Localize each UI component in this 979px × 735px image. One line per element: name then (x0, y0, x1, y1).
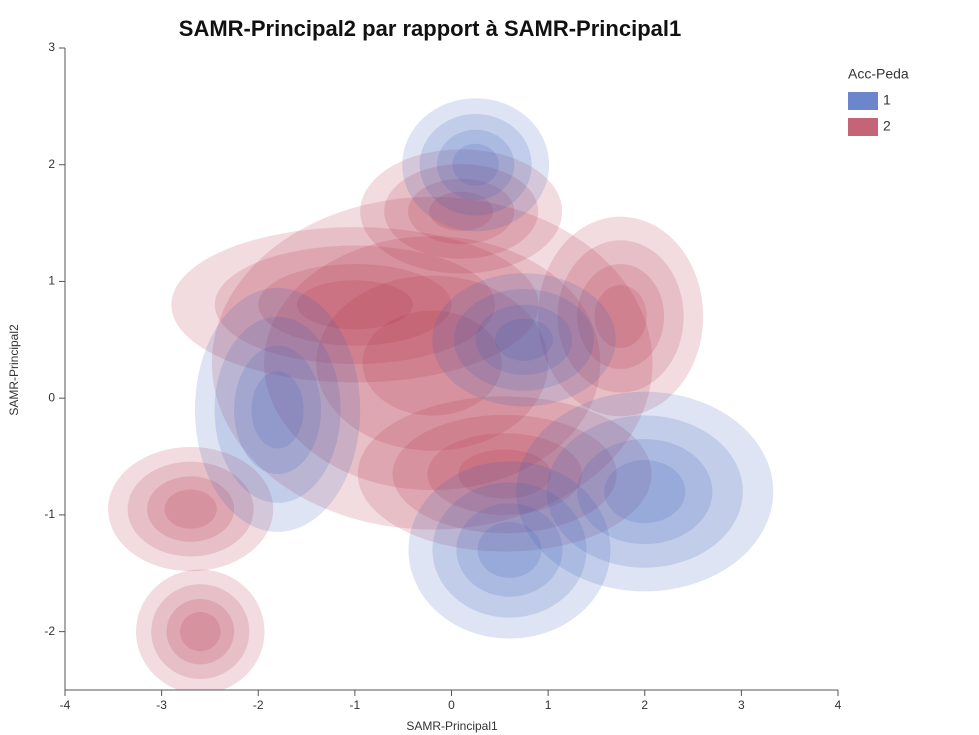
density-contour (437, 129, 515, 200)
density-contour (452, 143, 499, 186)
density-contour (577, 439, 713, 545)
density-contour (296, 280, 413, 330)
density-contour (537, 216, 704, 417)
density-contour (251, 371, 304, 449)
density-contour (214, 316, 341, 503)
density-contour (179, 612, 221, 652)
density-contour (234, 345, 322, 475)
x-tick-label: 2 (641, 698, 648, 712)
density-contour (147, 476, 235, 542)
density-contour (258, 263, 452, 346)
x-tick-label: -4 (60, 698, 71, 712)
x-tick-label: 4 (835, 698, 842, 712)
density-contour (384, 164, 539, 259)
y-tick-label: 0 (48, 390, 55, 404)
density-contour (516, 391, 774, 592)
density-contour (419, 113, 532, 216)
density-contour (194, 287, 361, 532)
density-contour (604, 460, 686, 524)
density-contour (477, 521, 542, 578)
x-tick-label: 0 (448, 698, 455, 712)
legend-title: Acc-Peda (848, 66, 909, 82)
x-axis-label: SAMR-Principal1 (406, 719, 498, 733)
x-tick-label: -3 (156, 698, 167, 712)
legend-swatch (848, 92, 878, 110)
y-tick-label: 2 (48, 157, 55, 171)
density-contour (475, 304, 573, 375)
density-contour (214, 245, 495, 365)
density-contour (427, 433, 582, 515)
density-contour (316, 275, 549, 451)
density-contour (432, 482, 587, 618)
density-contour (360, 149, 563, 274)
density-contour (458, 449, 552, 499)
x-tick-label: 1 (545, 698, 552, 712)
chart-title: SAMR-Principal2 par rapport à SAMR-Princ… (179, 16, 681, 41)
density-contour (392, 414, 617, 534)
density-contour (546, 415, 743, 568)
density-contour (151, 584, 250, 680)
x-tick-label: 3 (738, 698, 745, 712)
density-contour (357, 396, 652, 552)
density-contour (432, 273, 616, 407)
density-contour (456, 503, 563, 597)
density-contour (136, 569, 265, 690)
density-contour (166, 598, 235, 665)
legend-swatch (848, 118, 878, 136)
density-contour (264, 236, 601, 491)
density-contour (557, 240, 684, 393)
density-contour (107, 446, 274, 572)
density-contour (402, 98, 550, 232)
density-contour (171, 227, 539, 383)
plot-area (107, 98, 774, 690)
y-tick-label: -1 (44, 507, 55, 521)
density-contour (594, 284, 647, 348)
x-tick-label: -2 (253, 698, 264, 712)
density-contour (362, 310, 502, 416)
y-tick-label: -2 (44, 624, 55, 638)
legend-label: 2 (883, 118, 891, 134)
density-contour (164, 489, 217, 529)
x-tick-label: -1 (350, 698, 361, 712)
legend-label: 1 (883, 92, 891, 108)
density-contour (127, 461, 254, 557)
y-axis-label: SAMR-Principal2 (7, 324, 21, 416)
y-tick-label: 3 (48, 40, 55, 54)
density-contour (494, 318, 553, 361)
density-contour (211, 196, 653, 530)
density-contour (577, 263, 665, 369)
density-contour (408, 178, 515, 245)
density-contour (408, 461, 611, 639)
y-tick-label: 1 (48, 274, 55, 288)
density-contour (429, 191, 494, 232)
density-contour (453, 289, 595, 391)
